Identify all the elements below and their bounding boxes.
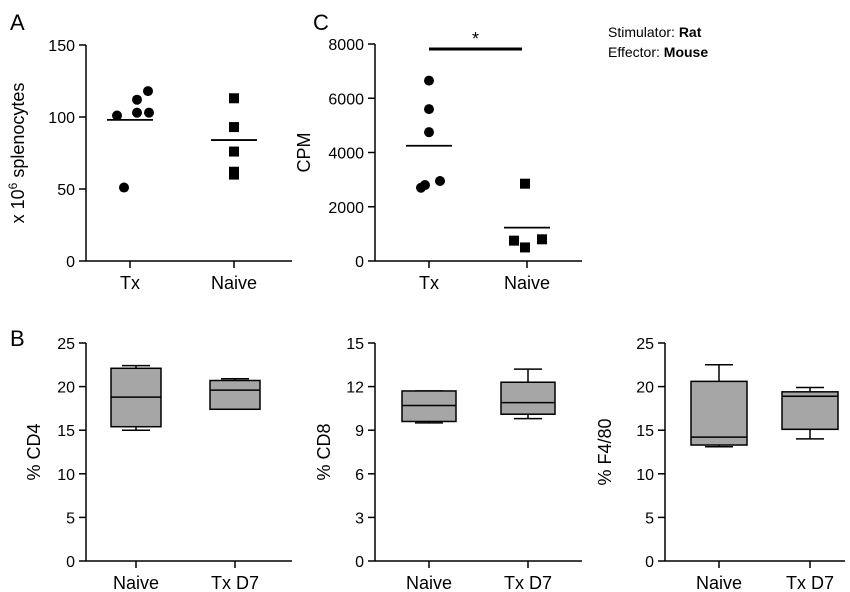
data-point: [229, 93, 239, 104]
y-tick-label: 150: [48, 38, 75, 55]
x-tick-label: Tx D7: [211, 573, 259, 592]
x-tick-label: Tx D7: [504, 573, 552, 592]
y-axis-title: % CD4: [24, 423, 44, 480]
y-tick-label: 15: [636, 423, 654, 440]
y-tick-label: 20: [57, 380, 75, 397]
box: [500, 381, 556, 415]
y-tick-label: 4000: [328, 146, 364, 163]
data-point: [424, 75, 434, 86]
data-point: [435, 175, 445, 186]
y-axis-title: x 106 splenocytes: [6, 83, 28, 224]
y-tick-label: 6: [355, 467, 364, 484]
box: [209, 379, 261, 411]
chart-a-splenocytes: 0 50 100 150 Tx Naive x 106 splenocytes: [6, 38, 292, 293]
y-axis-title: % F4/80: [595, 418, 615, 485]
y-tick-label: 3: [355, 510, 364, 527]
box: [781, 391, 839, 431]
y-tick-label: 5: [66, 510, 75, 527]
panel-letter-a: A: [10, 10, 25, 35]
y-tick-label: 0: [645, 554, 654, 571]
data-point: [132, 94, 142, 105]
y-tick-label: 10: [57, 467, 75, 484]
y-tick-label: 12: [346, 380, 364, 397]
y-tick-label: 25: [57, 336, 75, 353]
data-point: [537, 234, 547, 245]
y-tick-label: 0: [355, 554, 364, 571]
y-axis-title: % CD8: [314, 423, 334, 480]
data-point: [143, 86, 153, 97]
data-point: [144, 107, 154, 118]
x-tick-label: Tx D7: [786, 573, 834, 592]
data-point: [509, 235, 519, 246]
y-tick-label: 0: [355, 254, 364, 271]
y-tick-label: 9: [355, 423, 364, 440]
y-axis-title: CPM: [294, 133, 314, 173]
data-point: [424, 127, 434, 138]
chart-b-cd8: 0 3 6 9 12 15 Naive Tx D7 % CD8: [314, 336, 582, 592]
x-tick-label: Naive: [406, 573, 452, 592]
y-tick-label: 6000: [328, 91, 364, 108]
x-tick-label: Naive: [211, 273, 257, 293]
chart-b-cd4: 0 5 10 15 20 25 Naive Tx D7 % CD4: [24, 336, 292, 592]
y-tick-label: 0: [66, 554, 75, 571]
chart-b-f480: 0 5 10 15 20 25 Naive Tx D7 % F4/80: [595, 336, 845, 592]
x-tick-label: Naive: [113, 573, 159, 592]
y-tick-label: 50: [57, 182, 75, 199]
y-tick-label: 0: [66, 254, 75, 271]
data-point: [420, 180, 430, 191]
box: [690, 380, 748, 446]
y-tick-label: 15: [57, 423, 75, 440]
x-tick-label: Naive: [504, 273, 550, 293]
panel-letter-b: B: [10, 326, 25, 351]
panel-letter-c: C: [313, 10, 329, 35]
data-point: [520, 242, 530, 253]
y-tick-label: 25: [636, 336, 654, 353]
x-tick-label: Tx: [419, 273, 439, 293]
y-tick-label: 15: [346, 336, 364, 353]
data-point: [424, 104, 434, 115]
data-point: [132, 107, 142, 118]
y-tick-label: 8000: [328, 37, 364, 54]
data-point: [112, 110, 122, 121]
y-tick-label: 20: [636, 380, 654, 397]
x-tick-label: Naive: [696, 573, 742, 592]
data-point: [229, 122, 239, 133]
data-point: [229, 146, 239, 157]
effector-text: Effector: Mouse: [608, 44, 708, 60]
chart-c-cpm: 0 2000 4000 6000 8000 Tx Naive CPM *: [294, 29, 582, 293]
y-tick-label: 2000: [328, 200, 364, 217]
data-point: [119, 182, 129, 193]
data-point: [229, 166, 239, 177]
x-tick-label: Tx: [120, 273, 140, 293]
stimulator-text: Stimulator: Rat: [608, 24, 702, 40]
y-tick-label: 100: [48, 110, 75, 127]
y-tick-label: 10: [636, 467, 654, 484]
data-point: [520, 178, 530, 189]
y-tick-label: 5: [645, 510, 654, 527]
significance-label: *: [472, 29, 479, 49]
